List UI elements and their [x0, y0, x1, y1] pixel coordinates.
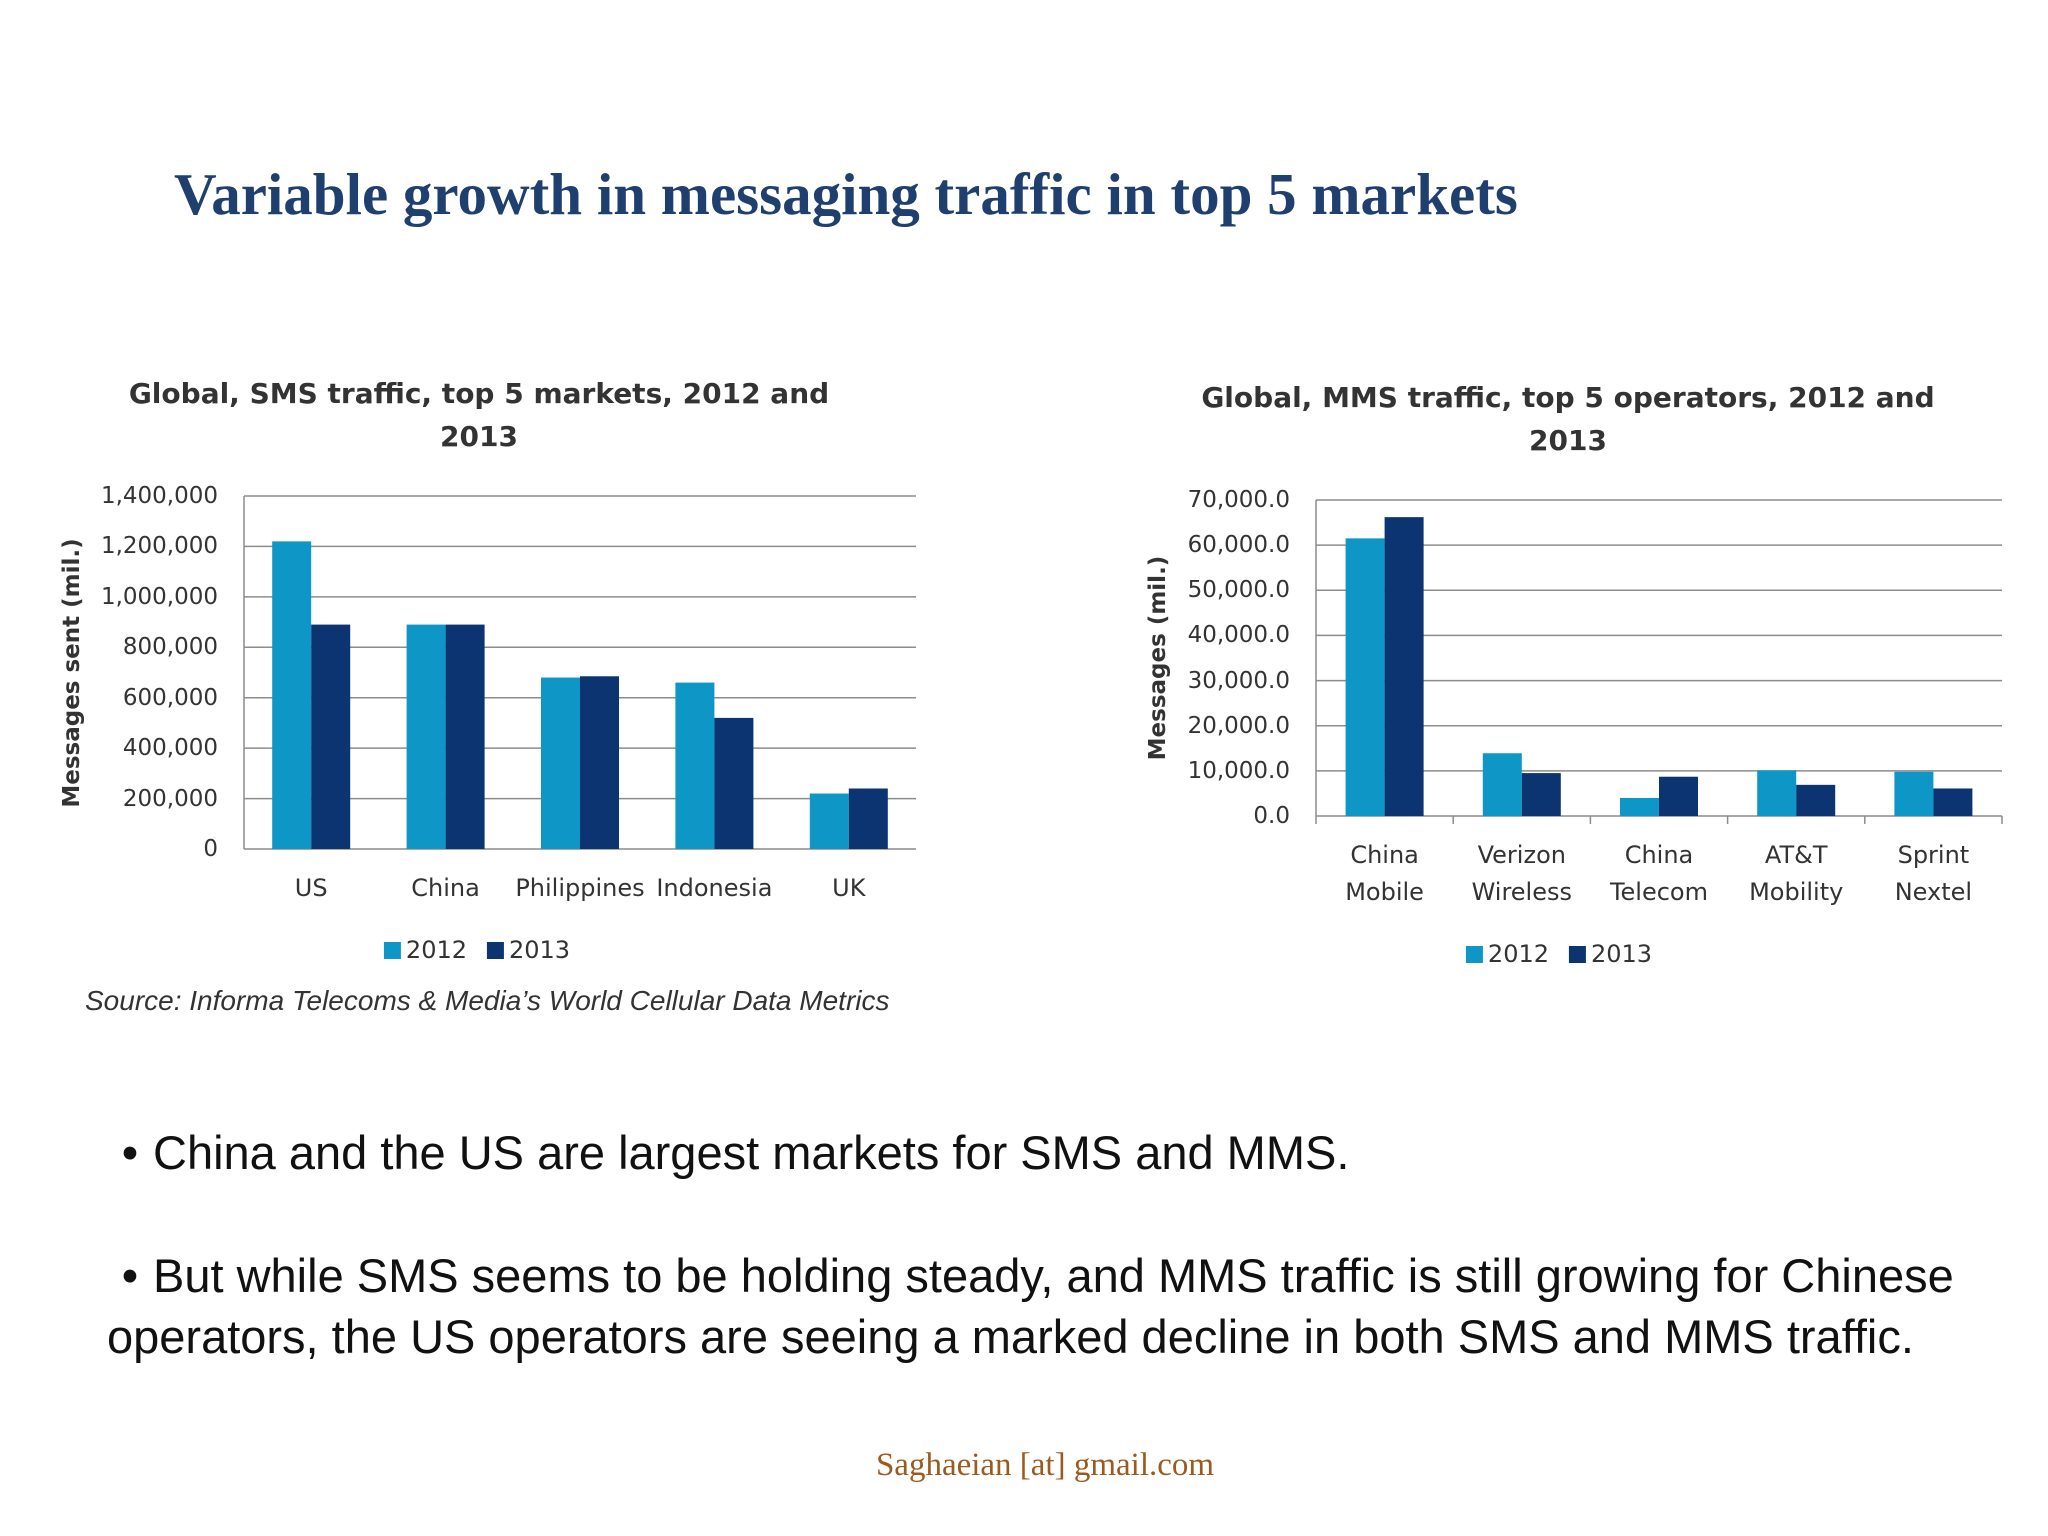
x-tick-label: AT&T Mobility — [1749, 841, 1844, 906]
legend-swatch — [383, 941, 401, 959]
bar — [1659, 776, 1698, 816]
bullet-text: China and the US are largest markets for… — [153, 1126, 1350, 1179]
bullet-text: But while SMS seems to be holding steady… — [107, 1249, 1954, 1363]
legend-label: 2013 — [1591, 940, 1653, 968]
y-tick-label: 40,000.0 — [1187, 622, 1290, 649]
legend-swatch — [487, 941, 504, 959]
y-tick-label: 1,200,000 — [100, 533, 218, 560]
x-tick-label: China Mobile — [1345, 841, 1424, 906]
bar — [714, 717, 754, 849]
bar — [1796, 784, 1836, 816]
legend-item: 2012 — [1465, 940, 1549, 968]
bar — [311, 624, 351, 849]
y-tick-label: 0 — [203, 836, 218, 862]
y-tick-label: 400,000 — [122, 735, 218, 762]
y-tick-label: 1,000,000 — [100, 583, 218, 610]
bar — [445, 624, 485, 849]
x-tick-label: Philippines — [515, 874, 645, 902]
bar — [406, 624, 446, 849]
bar — [848, 788, 888, 849]
bar — [272, 541, 312, 849]
x-tick-label: Indonesia — [656, 874, 773, 902]
footer: Saghaeian [at] gmail.com — [875, 1447, 1215, 1483]
source-note: Source: Informa Telecoms & Media’s World… — [85, 985, 890, 1016]
legend-label: 2013 — [509, 936, 571, 964]
x-tick-label: China Telecom — [1609, 841, 1708, 906]
y-axis-label: Messages (mil.) — [1145, 555, 1171, 761]
bar — [541, 677, 580, 849]
bullet: • China and the US are largest markets fo… — [121, 1126, 1350, 1179]
chart-title: Global, MMS traffic, top 5 operators, 20… — [1201, 381, 1935, 457]
x-tick-label: US — [294, 874, 328, 902]
bar — [1521, 773, 1561, 816]
bar — [1384, 517, 1424, 816]
y-tick-label: 50,000.0 — [1187, 577, 1290, 604]
bullet: • But while SMS seems to be holding stead… — [107, 1249, 1954, 1363]
legend: 2012 2013 — [1465, 940, 1664, 968]
x-tick-label: UK — [832, 874, 866, 902]
legend-swatch — [1569, 945, 1586, 963]
x-tick-label: Verizon Wireless — [1471, 841, 1572, 906]
slide-title: Variable growth in messaging traffic in … — [174, 161, 1518, 227]
y-tick-label: 200,000 — [122, 785, 218, 812]
legend-label: 2012 — [405, 936, 467, 964]
y-tick-label: 0.0 — [1253, 803, 1290, 829]
legend: 2012 2013 — [383, 936, 582, 964]
bar — [809, 793, 849, 849]
bar — [1894, 771, 1934, 816]
bar — [1933, 788, 1973, 816]
y-tick-label: 20,000.0 — [1187, 712, 1290, 739]
legend-item: 2013 — [1569, 940, 1652, 968]
bar — [675, 682, 715, 849]
bar — [1482, 753, 1522, 816]
y-tick-label: 1,400,000 — [100, 483, 218, 509]
y-tick-label: 800,000 — [122, 634, 218, 661]
y-tick-label: 30,000.0 — [1187, 667, 1290, 694]
bar — [1620, 797, 1659, 816]
legend-swatch — [1465, 945, 1483, 963]
bar — [580, 676, 619, 849]
x-tick-label: China — [411, 874, 480, 902]
y-axis-label: Messages sent (mil.) — [59, 537, 85, 808]
y-tick-label: 10,000.0 — [1187, 757, 1290, 784]
bar — [1345, 538, 1385, 816]
bar — [1757, 770, 1797, 816]
legend-item: 2012 — [383, 936, 467, 964]
x-tick-label: Sprint Nextel — [1894, 841, 1973, 906]
legend-label: 2012 — [1487, 940, 1549, 968]
legend-item: 2013 — [487, 936, 570, 964]
y-tick-label: 600,000 — [122, 684, 218, 711]
chart-title: Global, SMS traffic, top 5 markets, 2012… — [128, 377, 830, 453]
y-tick-label: 70,000.0 — [1187, 487, 1290, 513]
y-tick-label: 60,000.0 — [1187, 532, 1290, 559]
